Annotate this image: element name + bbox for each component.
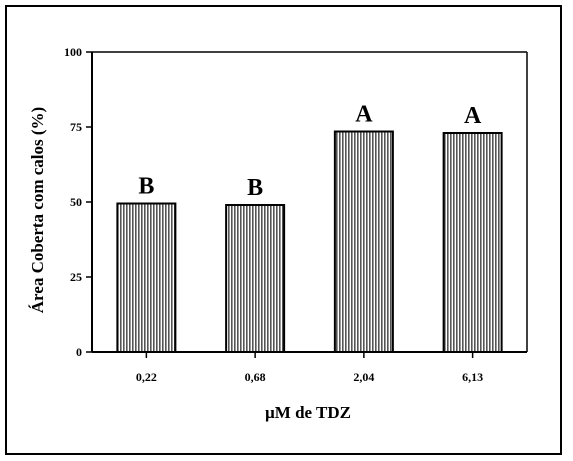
y-tick-label-50: 50 [70, 195, 82, 209]
significance-letter-2,04: A [355, 102, 373, 128]
y-ticks-group: 0 25 50 75 100 [64, 45, 92, 359]
x-tick-label-0,22: 0,22 [136, 370, 157, 384]
y-tick-label-0: 0 [76, 345, 82, 359]
bars-group: B B A A [116, 102, 503, 353]
significance-letter-0,68: B [247, 175, 263, 201]
x-tick-label-6,13: 6,13 [462, 370, 483, 384]
x-ticks-group: 0,22 0,68 2,04 6,13 [136, 352, 483, 384]
y-tick-label-100: 100 [64, 45, 82, 59]
x-axis-title: µM de TDZ [265, 403, 351, 422]
significance-letter-6,13: A [464, 103, 482, 129]
y-tick-label-25: 25 [70, 270, 82, 284]
bar-0,68 [225, 204, 286, 353]
bar-6,13 [442, 132, 503, 353]
significance-letter-0,22: B [138, 174, 154, 200]
x-tick-label-2,04: 2,04 [353, 370, 374, 384]
x-tick-label-0,68: 0,68 [245, 370, 266, 384]
bar-2,04 [333, 130, 394, 353]
bar-0,22 [116, 202, 177, 353]
y-axis-title: Área Coberta com calos (%) [28, 107, 47, 313]
y-tick-label-75: 75 [70, 120, 82, 134]
plot-frame [92, 51, 528, 352]
